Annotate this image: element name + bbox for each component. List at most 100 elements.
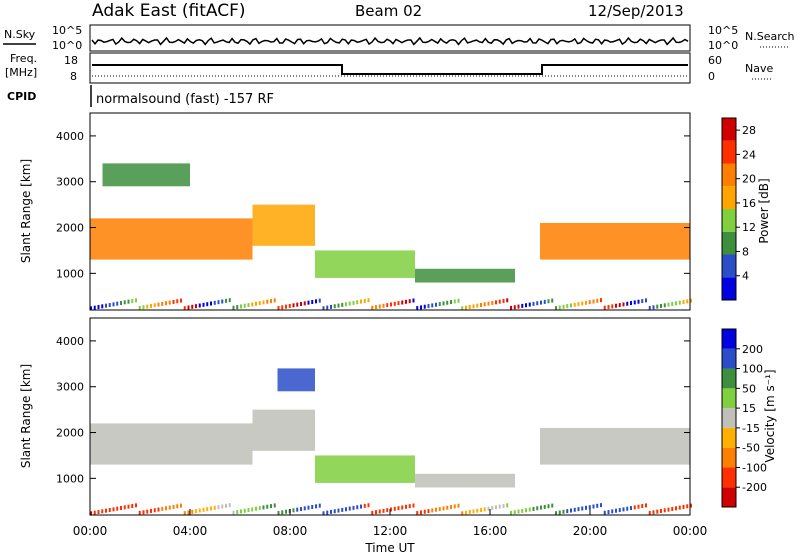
data-speckle bbox=[645, 503, 647, 508]
data-speckle bbox=[232, 305, 235, 310]
data-speckle bbox=[90, 306, 92, 311]
data-speckle bbox=[101, 304, 104, 309]
colorbar-tick-label: 50 bbox=[742, 382, 756, 395]
noise-panel bbox=[89, 24, 691, 52]
data-speckle bbox=[330, 304, 332, 309]
data-speckle bbox=[221, 299, 224, 304]
data-speckle bbox=[660, 303, 662, 308]
power-yticks: 1000 2000 3000 4000 bbox=[56, 130, 690, 280]
data-speckle bbox=[393, 301, 396, 306]
data-speckle bbox=[611, 304, 614, 309]
data-speckle bbox=[675, 506, 677, 511]
data-speckle bbox=[266, 504, 269, 509]
data-speckle bbox=[401, 300, 404, 305]
data-speckle bbox=[240, 509, 242, 514]
data-speckle bbox=[626, 506, 629, 511]
data-speckle bbox=[581, 301, 584, 306]
data-speckle bbox=[630, 301, 632, 306]
data-speckle bbox=[588, 300, 591, 305]
velocity-yticks: 1000 2000 3000 4000 bbox=[56, 335, 690, 485]
data-speckle bbox=[378, 509, 381, 514]
data-speckle bbox=[596, 298, 599, 303]
data-speckle bbox=[273, 298, 276, 303]
data-speckle bbox=[551, 298, 554, 303]
data-speckle bbox=[172, 504, 175, 509]
data-speckle bbox=[367, 298, 370, 303]
data-speckle bbox=[90, 511, 92, 516]
colorbar-segment bbox=[722, 186, 736, 209]
data-speckle bbox=[165, 506, 167, 511]
data-speckle bbox=[315, 504, 317, 509]
data-speckle bbox=[333, 509, 336, 514]
data-speckle bbox=[465, 510, 467, 515]
data-speckle bbox=[453, 504, 456, 509]
data-speckle bbox=[502, 298, 505, 303]
data-speckle bbox=[555, 306, 557, 311]
data-speckle bbox=[645, 298, 647, 303]
data-speckle bbox=[127, 299, 130, 304]
data-speckle bbox=[142, 510, 145, 515]
data-speckle bbox=[671, 301, 674, 306]
data-speckle bbox=[176, 504, 179, 509]
data-band bbox=[415, 473, 515, 488]
x-tick-label: 00:00 bbox=[673, 524, 708, 538]
power-cells bbox=[90, 163, 692, 311]
data-speckle bbox=[390, 302, 392, 307]
colorbar-segment bbox=[722, 118, 736, 141]
data-speckle bbox=[247, 508, 250, 513]
data-speckle bbox=[431, 303, 434, 308]
data-speckle bbox=[311, 299, 314, 304]
noise-traces bbox=[91, 36, 689, 46]
data-speckle bbox=[243, 508, 246, 513]
colorbar-tick-label: 12 bbox=[742, 221, 756, 234]
data-speckle bbox=[495, 300, 497, 305]
beam-label: Beam 02 bbox=[355, 2, 422, 20]
data-speckle bbox=[123, 505, 126, 510]
data-speckle bbox=[641, 299, 644, 304]
colorbar-segment bbox=[722, 140, 736, 164]
data-speckle bbox=[161, 301, 164, 306]
noise-right-bottom-tick: 10^0 bbox=[708, 39, 738, 52]
data-speckle bbox=[491, 505, 494, 510]
data-speckle bbox=[427, 509, 430, 514]
data-speckle bbox=[690, 503, 692, 508]
data-speckle bbox=[348, 301, 351, 306]
data-speckle bbox=[678, 505, 681, 510]
data-speckle bbox=[615, 303, 617, 308]
data-speckle bbox=[491, 300, 494, 305]
data-speckle bbox=[292, 508, 295, 513]
data-speckle bbox=[270, 299, 272, 304]
data-speckle bbox=[236, 510, 239, 515]
data-speckle bbox=[450, 505, 452, 510]
data-speckle bbox=[675, 301, 677, 306]
data-speckle bbox=[176, 299, 179, 304]
cpid-text: normalsound (fast) -157 RF bbox=[96, 92, 274, 107]
data-speckle bbox=[123, 300, 126, 305]
data-speckle bbox=[120, 301, 122, 306]
data-speckle bbox=[255, 301, 257, 306]
data-speckle bbox=[416, 306, 419, 311]
data-speckle bbox=[453, 299, 456, 304]
data-speckle bbox=[506, 298, 509, 303]
data-speckle bbox=[146, 509, 149, 514]
data-speckle bbox=[97, 510, 100, 515]
station-title: Adak East (fitACF) bbox=[92, 1, 246, 21]
colorbar-tick-label: 200 bbox=[742, 343, 763, 356]
data-speckle bbox=[187, 510, 190, 515]
data-speckle bbox=[521, 303, 524, 308]
noise-bottom-tick: 10^0 bbox=[52, 39, 82, 52]
data-speckle bbox=[360, 504, 362, 509]
data-speckle bbox=[352, 505, 355, 510]
data-speckle bbox=[412, 298, 415, 303]
colorbar-tick-label: 28 bbox=[742, 124, 756, 137]
data-speckle bbox=[438, 507, 441, 512]
data-speckle bbox=[371, 510, 374, 515]
colorbar-tick-label: -50 bbox=[742, 442, 760, 455]
colorbar-frame bbox=[721, 328, 737, 508]
colorbar-segment bbox=[722, 231, 736, 255]
data-speckle bbox=[93, 510, 96, 515]
nave-bottom-tick: 0 bbox=[708, 70, 715, 83]
data-speckle bbox=[656, 304, 659, 309]
data-speckle bbox=[266, 299, 269, 304]
data-speckle bbox=[120, 506, 122, 511]
